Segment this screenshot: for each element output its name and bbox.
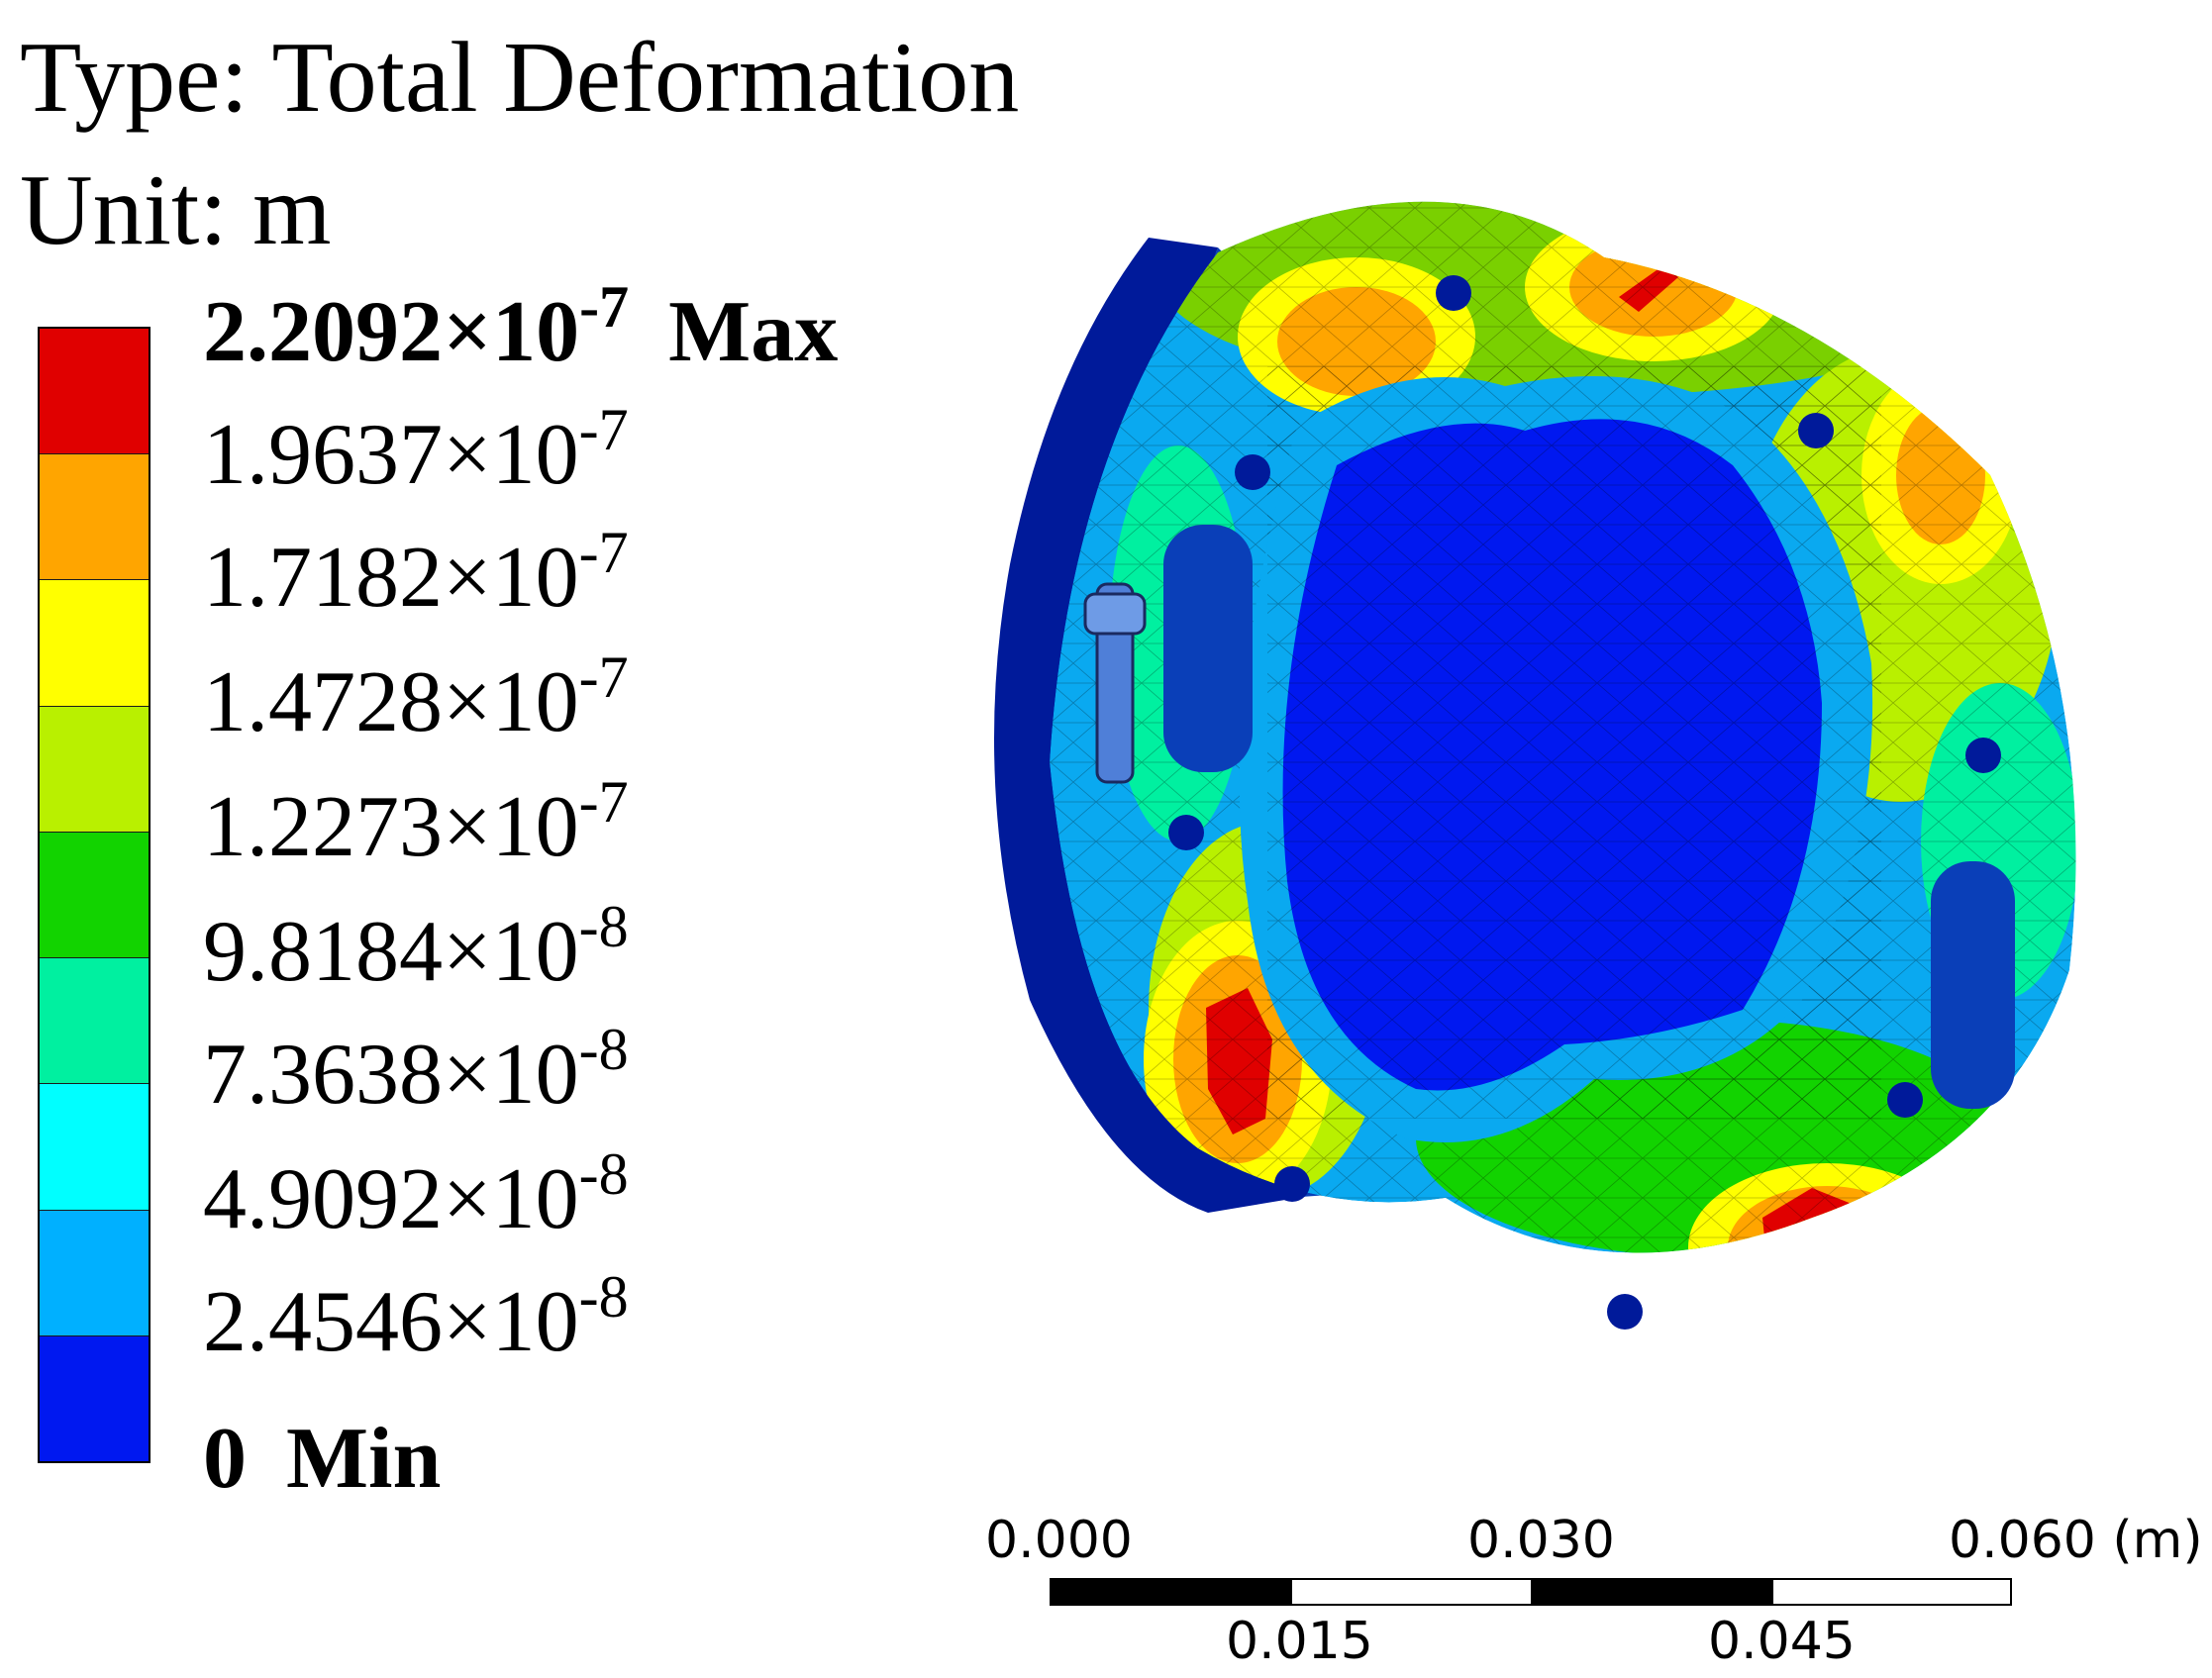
legend-swatch <box>40 1335 149 1461</box>
legend-swatch <box>40 706 149 833</box>
legend-multiplier: ×10 <box>443 904 579 1000</box>
legend-value-label: 1.7182×10-7 <box>203 523 629 622</box>
legend-value-label: 2.4546×10-8 <box>203 1267 629 1366</box>
legend-multiplier: ×10 <box>443 407 579 503</box>
legend-mantissa: 1.4728 <box>203 654 443 750</box>
legend-exponent: -7 <box>578 769 629 835</box>
legend-value-label: 0 Min <box>203 1416 441 1503</box>
legend-value-label: 4.9092×10-8 <box>203 1144 629 1243</box>
legend-multiplier: ×10 <box>443 284 580 380</box>
legend-multiplier: ×10 <box>443 1151 579 1247</box>
result-type-label: Type: Total Deformation <box>20 22 1020 134</box>
legend-multiplier: ×10 <box>443 530 579 626</box>
legend-value-label: 9.8184×10-8 <box>203 897 629 996</box>
legend-mantissa: 9.8184 <box>203 904 443 1000</box>
legend-swatch <box>40 580 149 707</box>
scale-bar-bottom-label: 0.015 <box>1226 1612 1373 1671</box>
legend-mantissa: 2.2092 <box>203 284 443 380</box>
inner-bore <box>1239 366 1881 1142</box>
legend-exponent: -8 <box>578 1264 629 1330</box>
scale-bar-segment <box>1290 1578 1533 1606</box>
legend-swatch <box>40 454 149 581</box>
scale-bar-segment <box>1771 1578 2012 1606</box>
legend-mantissa: 1.2273 <box>203 779 443 875</box>
scale-bar-segment <box>1531 1578 1773 1606</box>
legend-value-label: 2.2092×10-7 Max <box>203 277 838 376</box>
legend-mantissa: 2.4546 <box>203 1274 443 1370</box>
legend-swatch <box>40 958 149 1085</box>
legend-value-label: 1.2273×10-7 <box>203 772 629 871</box>
legend-exponent: -7 <box>578 644 629 710</box>
result-unit-label: Unit: m <box>20 154 332 266</box>
legend-exponent: -8 <box>578 1017 629 1082</box>
legend-multiplier: ×10 <box>443 1274 579 1370</box>
legend-exponent: -7 <box>579 274 630 340</box>
scale-bar-bottom-label: 0.045 <box>1708 1612 1856 1671</box>
legend-exponent: -7 <box>578 520 629 585</box>
legend-extreme-tag: Min <box>286 1411 442 1507</box>
legend-value-label: 1.9637×10-7 <box>203 400 629 499</box>
legend-mantissa: 7.3638 <box>203 1027 443 1123</box>
legend-multiplier: ×10 <box>443 779 579 875</box>
scale-bar-top-label: 0.000 <box>985 1511 1133 1570</box>
scale-bar-segment <box>1050 1578 1292 1606</box>
legend-value-label: 1.4728×10-7 <box>203 647 629 746</box>
bolt-holes <box>1168 275 2001 1330</box>
legend-extreme-tag: Max <box>668 284 839 380</box>
side-slots <box>1163 525 2015 1109</box>
color-legend-bar <box>38 327 151 1463</box>
legend-value-label: 7.3638×10-8 <box>203 1020 629 1119</box>
legend-mantissa: 1.9637 <box>203 407 443 503</box>
scale-bar-top-label: 0.030 <box>1467 1511 1615 1570</box>
legend-exponent: -7 <box>578 397 629 462</box>
legend-mantissa: 0 <box>203 1411 247 1507</box>
scale-bar-top-label: 0.060 (m) <box>1949 1511 2203 1570</box>
legend-multiplier: ×10 <box>443 654 579 750</box>
legend-multiplier: ×10 <box>443 1027 579 1123</box>
legend-mantissa: 4.9092 <box>203 1151 443 1247</box>
legend-mantissa: 1.7182 <box>203 530 443 626</box>
legend-swatch <box>40 832 149 959</box>
deformation-contour-model <box>994 201 2076 1330</box>
side-connector <box>1083 582 1147 784</box>
legend-exponent: -8 <box>578 894 629 959</box>
legend-exponent: -8 <box>578 1141 629 1207</box>
legend-swatch <box>40 329 149 455</box>
legend-swatch <box>40 1084 149 1211</box>
legend-swatch <box>40 1210 149 1336</box>
